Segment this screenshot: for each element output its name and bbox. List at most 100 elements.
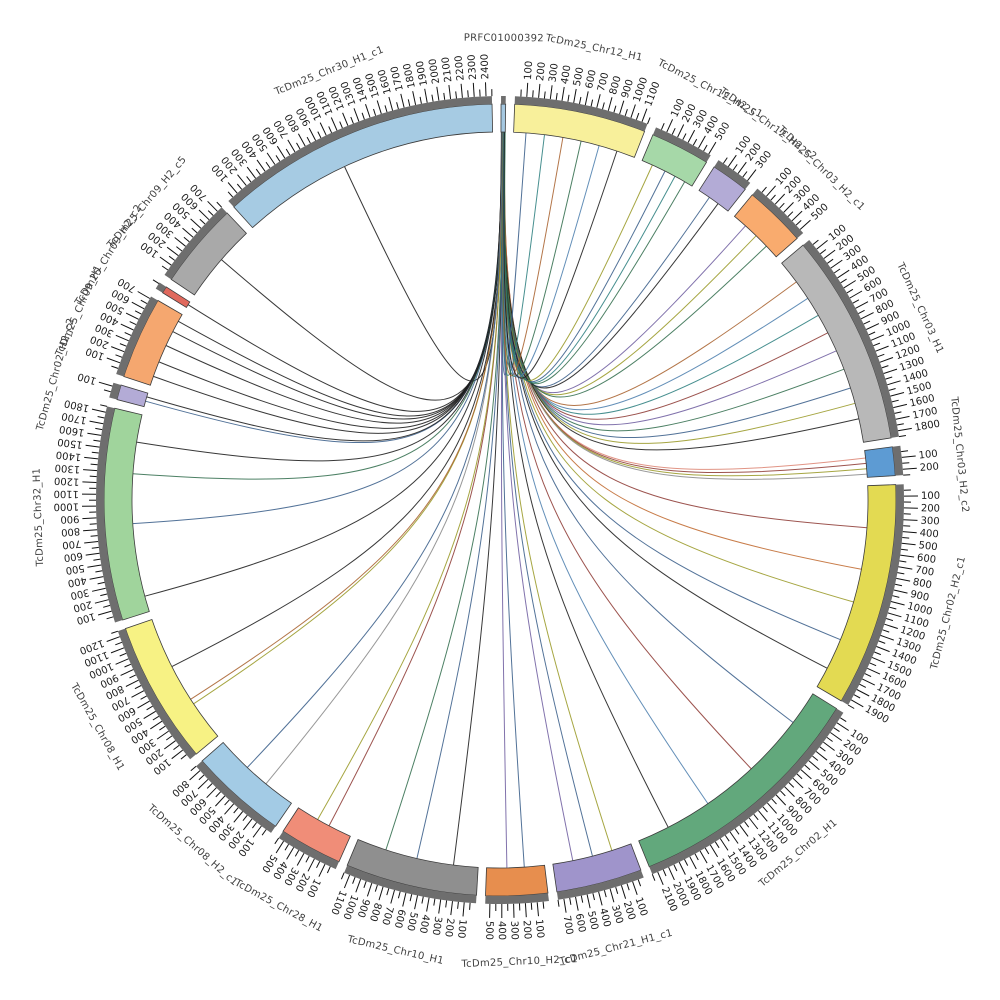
tick-mark	[168, 255, 175, 261]
tick-label: 700	[596, 72, 611, 93]
tick-mark	[779, 202, 785, 209]
tick-label: 800	[608, 75, 624, 96]
tick-mark	[871, 656, 886, 664]
tick-mark	[783, 202, 794, 213]
tick-mark	[526, 82, 529, 97]
tick-mark	[734, 828, 740, 835]
tick-mark	[284, 844, 290, 851]
tick-mark	[901, 450, 909, 453]
tick-mark	[243, 818, 253, 831]
tick-label: 300	[609, 904, 625, 925]
tick-mark	[637, 879, 642, 887]
tick-mark	[876, 646, 890, 653]
tick-mark	[549, 85, 553, 100]
segment-band	[641, 134, 708, 187]
tick-mark	[319, 122, 327, 136]
tick-mark	[761, 186, 767, 193]
tick-mark	[457, 901, 459, 909]
tick-mark	[902, 467, 917, 470]
tick-mark	[657, 871, 664, 885]
tick-mark	[699, 850, 708, 864]
tick-mark	[161, 265, 169, 271]
segment-band	[282, 807, 351, 863]
tick-label: 600	[63, 550, 83, 563]
tick-mark	[692, 138, 698, 146]
chord-link	[416, 131, 504, 859]
tick-mark	[233, 807, 239, 814]
tick-label: 500	[483, 921, 494, 940]
chord-link	[503, 131, 618, 379]
segment-tick-band	[344, 865, 477, 904]
segment-name-label: TcDm25_Chr32_H1	[31, 468, 46, 568]
tick-mark	[87, 564, 102, 568]
tick-label: 1800	[402, 62, 418, 89]
tick-mark	[103, 389, 111, 393]
tick-mark	[887, 380, 901, 386]
tick-label: 500	[572, 66, 586, 87]
tick-mark	[115, 641, 123, 646]
tick-mark	[106, 636, 120, 642]
tick-mark	[91, 451, 99, 454]
segment-tick-band	[155, 282, 167, 293]
tick-label: 200	[72, 598, 93, 613]
tick-mark	[134, 685, 142, 690]
tick-mark	[603, 890, 607, 898]
segment-PRFC01000392: PRFC01000392	[464, 33, 544, 133]
tick-mark	[863, 320, 871, 325]
segment-band	[485, 864, 549, 897]
tick-mark	[207, 200, 218, 212]
tick-mark	[812, 755, 819, 761]
tick-mark	[573, 88, 577, 103]
tick-mark	[620, 885, 627, 899]
segment-band	[103, 407, 150, 621]
segment-TcDm25_Chr10_H1: 10020030040050060070080090010001100TcDm2…	[328, 838, 479, 967]
tick-label: 400	[560, 64, 574, 85]
tick-mark	[819, 249, 827, 255]
tick-label: 1800	[63, 397, 90, 413]
tick-label: 700	[379, 905, 395, 926]
tick-mark	[898, 435, 906, 438]
segment-name-label: TcDm25_Chr08_H2_c1	[145, 802, 240, 888]
tick-mark	[698, 135, 706, 149]
tick-label: 1400	[55, 449, 81, 463]
tick-mark	[569, 897, 572, 905]
chord-link	[136, 131, 505, 462]
tick-mark	[286, 847, 295, 860]
tick-mark	[90, 463, 98, 466]
tick-mark	[787, 211, 794, 217]
tick-mark	[199, 218, 206, 225]
tick-mark	[869, 662, 877, 667]
tick-label: 1700	[61, 410, 88, 426]
tick-mark	[596, 94, 601, 108]
tick-mark	[93, 439, 101, 442]
tick-mark	[823, 741, 835, 751]
tick-mark	[874, 651, 881, 656]
tick-mark	[388, 96, 394, 111]
tick-label: 200	[535, 61, 548, 81]
tick-mark	[438, 899, 442, 914]
tick-mark	[567, 94, 570, 102]
tick-mark	[799, 219, 811, 230]
tick-mark	[833, 268, 841, 274]
tick-mark	[83, 529, 98, 532]
tick-mark	[632, 881, 638, 895]
segment-band	[698, 166, 746, 212]
tick-mark	[450, 901, 453, 916]
tick-mark	[584, 91, 589, 106]
tick-mark	[538, 83, 541, 98]
tick-mark	[216, 201, 222, 208]
tick-mark	[134, 310, 142, 315]
tick-mark	[97, 416, 105, 419]
tick-mark	[317, 131, 322, 139]
tick-mark	[227, 191, 234, 198]
tick-mark	[598, 891, 603, 906]
tick-mark	[91, 546, 99, 549]
segment-TcDm25_Chr12_H1: 100 200 30040050060070080090010001100TcDm2…	[513, 33, 663, 158]
tick-mark	[899, 560, 907, 563]
tick-label: 100	[455, 919, 468, 939]
tick-mark	[287, 139, 296, 153]
chord-link	[317, 131, 504, 820]
tick-mark	[575, 896, 579, 911]
tick-mark	[115, 334, 129, 342]
